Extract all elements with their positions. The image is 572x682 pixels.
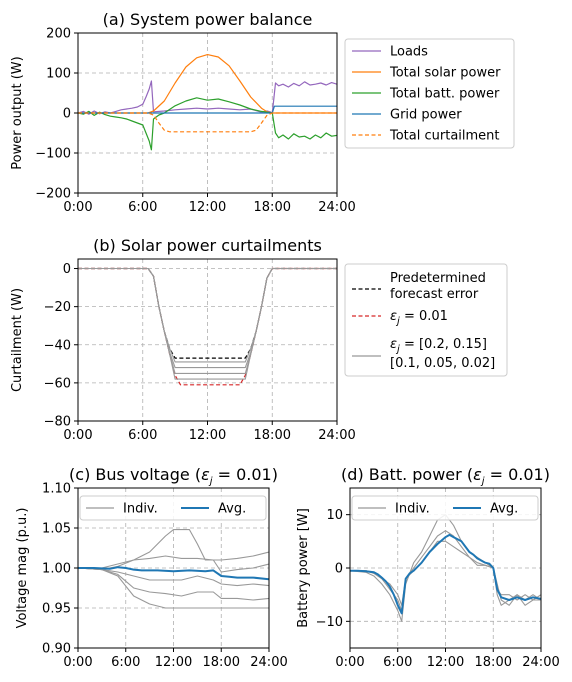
x-tick-label: 18:00 xyxy=(254,200,291,215)
y-axis-label: Battery power [W] xyxy=(296,508,311,628)
y-tick-label: 1.00 xyxy=(42,562,71,577)
legend-label: Total batt. power xyxy=(389,87,500,102)
chart-3: 0:00 6:00 12:00 18:00 24:00 1.10 1.05 1.00 0.95 0… xyxy=(15,465,288,670)
legend-label: Avg. xyxy=(490,502,518,517)
chart-title: (d) Batt. power (εj = 0.01) xyxy=(341,465,550,487)
y-tick-label: −200 xyxy=(35,187,71,202)
y-tick-label: 0.90 xyxy=(42,642,71,657)
x-tick-label: 12:00 xyxy=(427,655,464,670)
series-line-4 xyxy=(350,533,541,615)
series-line-5 xyxy=(78,567,269,609)
legend-box xyxy=(79,495,267,521)
legend-label: Avg. xyxy=(218,502,246,517)
series-line-4 xyxy=(78,105,337,114)
y-tick-label: −20 xyxy=(44,300,71,315)
y-axis-label: Voltage mag (p.u.) xyxy=(15,508,30,629)
legend-label: Total solar power xyxy=(389,66,501,81)
series-line-1 xyxy=(78,529,269,569)
legend-c: Indiv. Avg. xyxy=(79,495,267,521)
chart-title: (b) Solar power curtailments xyxy=(93,236,322,255)
legend-box xyxy=(344,263,508,377)
legend-label: εj = [0.2, 0.15] xyxy=(390,337,487,355)
legend-label: Indiv. xyxy=(395,502,430,517)
chart-1: 0:00 6:00 12:00 18:00 24:00 200 100 0 −100 −200 (a… xyxy=(10,10,356,215)
y-tick-label: −10 xyxy=(316,615,343,630)
x-tick-label: 24:00 xyxy=(318,200,355,215)
legend-a: Loads Total solar power Total batt. power G… xyxy=(344,38,515,149)
legend-label: εj = 0.01 xyxy=(390,309,448,327)
y-tick-label: −100 xyxy=(35,147,71,162)
y-tick-label: 1.05 xyxy=(42,522,71,537)
y-tick-label: 0 xyxy=(63,262,71,277)
series-line-3 xyxy=(350,540,541,606)
series-line-1 xyxy=(78,80,337,115)
y-tick-label: −40 xyxy=(44,338,71,353)
legend-label: Loads xyxy=(390,45,428,60)
x-tick-label: 0:00 xyxy=(63,200,92,215)
y-tick-label: 0 xyxy=(63,107,71,122)
y-tick-label: 10 xyxy=(326,508,343,523)
x-tick-label: 24:00 xyxy=(522,655,559,670)
x-tick-label: 12:00 xyxy=(189,200,226,215)
legend-label: forecast error xyxy=(390,287,479,302)
legend-box xyxy=(344,38,515,149)
chart-title: (c) Bus voltage (εj = 0.01) xyxy=(69,465,278,487)
chart-2: 0:00 6:00 12:00 18:00 24:00 0 −20 −40 −60 −80 (b) … xyxy=(10,236,356,443)
legend-label: Indiv. xyxy=(123,502,158,517)
legend-label: Total curtailment xyxy=(389,129,500,144)
y-tick-label: −80 xyxy=(44,415,71,430)
x-tick-label: 0:00 xyxy=(335,655,364,670)
x-tick-label: 6:00 xyxy=(128,428,157,443)
series-line-5 xyxy=(78,112,337,133)
series-line-2 xyxy=(78,53,337,114)
x-tick-label: 24:00 xyxy=(318,428,355,443)
chart-title: (a) System power balance xyxy=(103,10,313,29)
y-tick-label: −60 xyxy=(44,376,71,391)
x-tick-label: 18:00 xyxy=(475,655,512,670)
x-tick-label: 24:00 xyxy=(250,655,287,670)
y-axis-label: Power output (W) xyxy=(10,56,25,169)
y-tick-label: 200 xyxy=(46,27,71,42)
series-line-6 xyxy=(78,566,269,581)
series-line-6 xyxy=(78,267,337,380)
y-axis-label: Curtailment (W) xyxy=(10,288,25,392)
y-tick-label: 100 xyxy=(46,67,71,82)
legend-box xyxy=(351,495,539,521)
x-tick-label: 6:00 xyxy=(128,200,157,215)
legend-label: [0.1, 0.05, 0.02] xyxy=(390,356,495,371)
y-tick-label: 0.95 xyxy=(42,602,71,617)
y-tick-label: 1.10 xyxy=(42,482,71,497)
x-tick-label: 18:00 xyxy=(203,655,240,670)
series-line-4 xyxy=(78,567,269,601)
series-line-3 xyxy=(78,567,269,587)
y-tick-label: 0 xyxy=(335,562,343,577)
legend-label: Predetermined xyxy=(390,271,486,286)
x-tick-label: 12:00 xyxy=(155,655,192,670)
x-tick-label: 0:00 xyxy=(63,428,92,443)
x-tick-label: 6:00 xyxy=(111,655,140,670)
x-tick-label: 18:00 xyxy=(254,428,291,443)
legend-label: Grid power xyxy=(390,108,462,123)
x-tick-label: 0:00 xyxy=(63,655,92,670)
x-tick-label: 6:00 xyxy=(383,655,412,670)
legend-d: Indiv. Avg. xyxy=(351,495,539,521)
series-line-3 xyxy=(78,97,337,151)
legend-b: Predetermined forecast error εj = 0.01 εj … xyxy=(344,263,508,377)
x-tick-label: 12:00 xyxy=(189,428,226,443)
